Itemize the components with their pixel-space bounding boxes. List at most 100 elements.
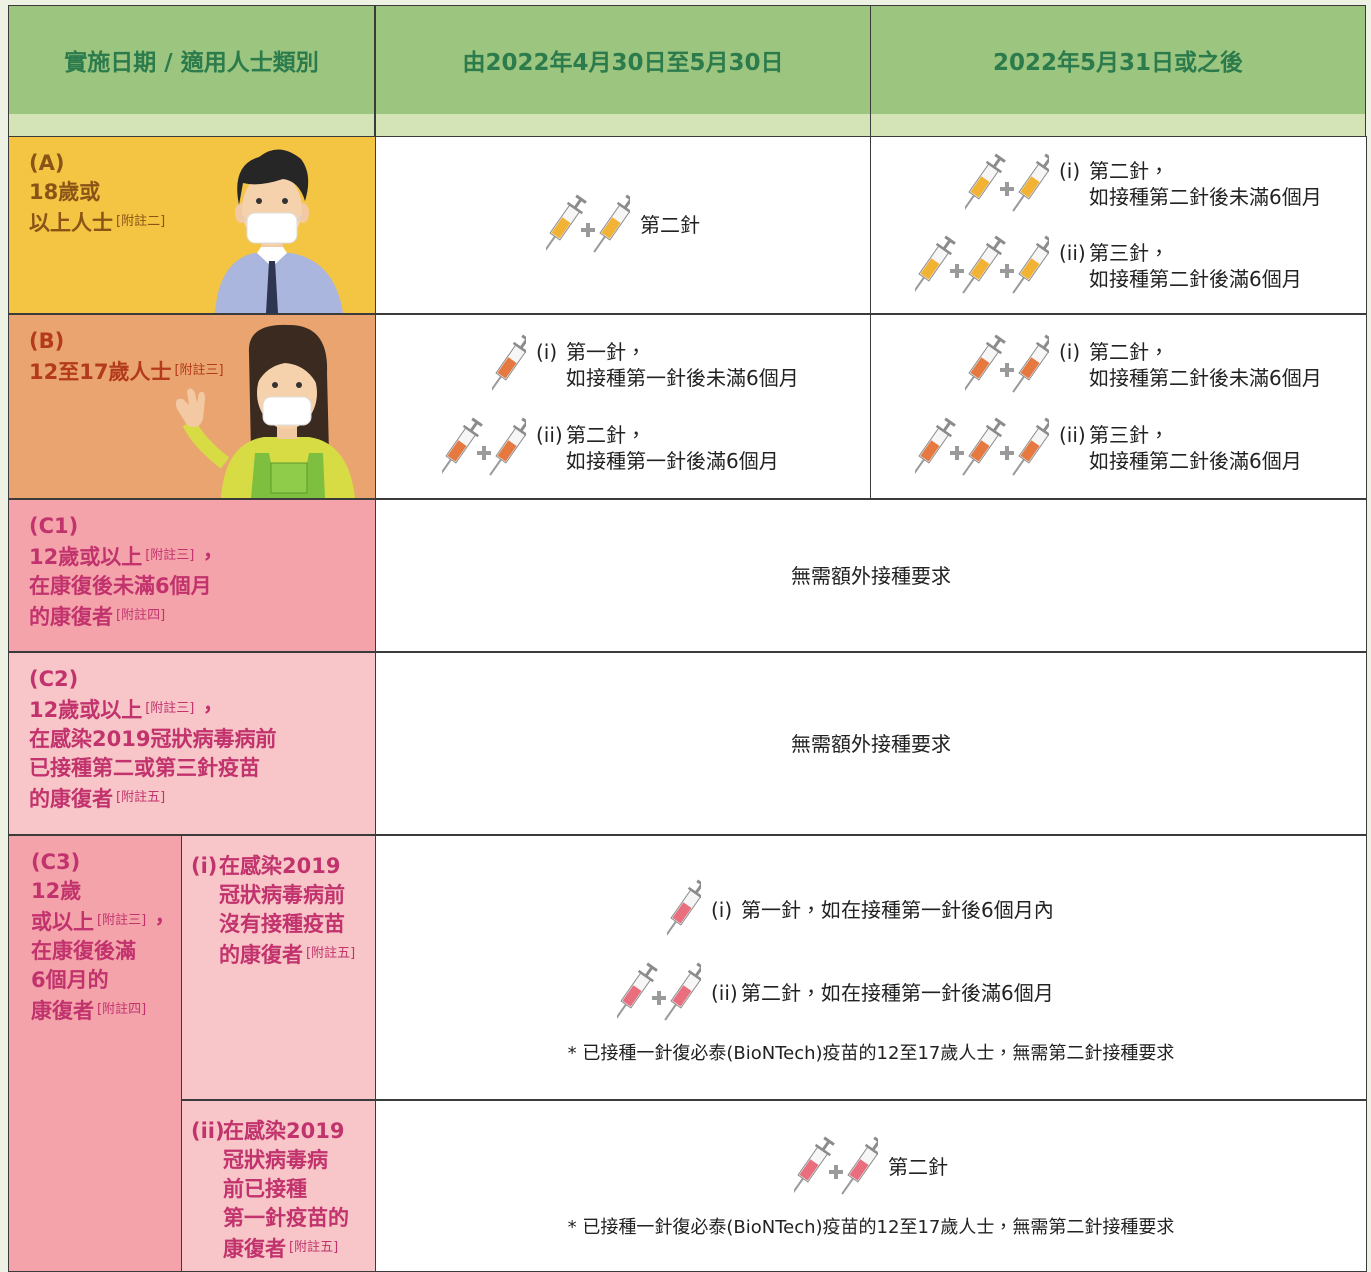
label-text: 在感染2019 (219, 854, 341, 878)
icon-part (920, 440, 940, 462)
icon-part (1035, 161, 1049, 174)
dose-text: (ii) 第二針，如在接種第一針後滿6個月 (711, 980, 1054, 1006)
dose-detail: 如接種第二針後滿6個月 (1089, 449, 1302, 474)
subcategory-cell: (ii) 在感染2019 冠狀病毒病 前已接種 第一針疫苗的 康復者 [附註五] (181, 1100, 376, 1272)
icon-part (965, 195, 975, 212)
dose-detail: 如接種第二針後滿6個月 (1089, 266, 1302, 291)
icon-part (657, 990, 661, 1005)
icon-part (1042, 338, 1049, 349)
label-line: 在康復後未滿6個月 (29, 572, 218, 601)
dose-marker: (ii) (1059, 240, 1086, 265)
label-line: 或以上 [附註三]， (31, 906, 170, 937)
syringe-icon (667, 879, 701, 938)
syringe-icon (915, 235, 1049, 294)
label-text: 12歲或以上 (29, 545, 143, 569)
label-line: (C2) (29, 665, 276, 694)
dose-label: 第二針， (566, 423, 646, 448)
requirement-body: (i) 第二針， 如接種第二針後未滿6個月 (ii) 第三針， 如接種第二針後滿6個月 (871, 315, 1366, 498)
note-ref: [附註四] (116, 608, 166, 623)
label-line: 在康復後滿 (31, 937, 170, 966)
note-ref: [附註五] (306, 946, 356, 961)
icon-box (376, 876, 701, 944)
icon-part (593, 194, 630, 253)
icon-part (672, 902, 692, 924)
icon-part (841, 1177, 854, 1195)
icon-part (492, 375, 502, 393)
icon-part (240, 214, 248, 222)
note-ref: [附註三] (145, 701, 195, 716)
icon-part (237, 149, 309, 205)
icon-part (942, 239, 952, 250)
dose-detail: 如接種第一針後滿6個月 (566, 449, 779, 474)
dose-line: (i) 第二針， (1059, 158, 1322, 184)
icon-part (965, 334, 1006, 393)
icon-part (849, 1159, 869, 1181)
label-text: (C2) (29, 667, 79, 691)
dose-item: (ii) 第三針， 如接種第二針後滿6個月 (871, 232, 1302, 300)
category-cell: (B) 12至17歲人士 [附註三] (8, 314, 376, 499)
category-label: (A) 18歲或 以上人士 [附註二] (29, 149, 168, 238)
dose-line: 第二針 (640, 212, 700, 238)
icon-part (255, 349, 320, 389)
category-label: (C1) 12歲或以上 [附註三]，在康復後未滿6個月 的康復者 [附註四] (29, 512, 218, 632)
header-cell: 由2022年4月30日至5月30日 (375, 5, 871, 137)
label-line: 在感染2019冠狀病毒病前 (29, 725, 276, 754)
icon-part (1035, 242, 1049, 255)
label-line: 12歲或以上 [附註三]， (29, 694, 276, 725)
icon-part (482, 446, 486, 461)
label-text: 第一針疫苗的 (223, 1206, 349, 1230)
syringe-icon (492, 334, 526, 393)
label-line: 的康復者 [附註五] (29, 783, 276, 814)
icon-part (296, 214, 304, 222)
dose-text: (i) 第二針， 如接種第二針後未滿6個月 (1059, 158, 1322, 210)
label-text: 的康復者 (29, 787, 113, 811)
label-line: 的康復者 [附註四] (29, 601, 218, 632)
icon-part (687, 887, 701, 900)
icon-part (512, 341, 526, 354)
icon-part (985, 242, 1002, 255)
header-cell: 2022年5月31日或之後 (870, 5, 1366, 137)
syringe-icon (965, 153, 1049, 212)
label-text: 在康復後滿 (31, 939, 136, 963)
icon-part (1020, 176, 1040, 198)
icon-part (1012, 375, 1025, 393)
note-ref: [附註三] (174, 363, 224, 378)
label-line: 6個月的 (31, 966, 170, 995)
icon-part (1005, 446, 1009, 461)
label-line: 在感染2019 (219, 852, 358, 881)
label-line: (C3) (31, 848, 170, 877)
icon-part (1042, 422, 1049, 432)
dose-label: 第二針 (640, 213, 700, 237)
icon-part (915, 459, 925, 476)
person-illustration (215, 149, 343, 313)
icon-part (962, 276, 975, 294)
icon-part (1044, 417, 1049, 428)
note-ref: [附註三] (145, 548, 195, 563)
footnote: * 已接種一針復必泰(BioNTech)疫苗的12至17歲人士，無需第二針接種要… (567, 1042, 1175, 1064)
note-ref: [附註四] (97, 1002, 147, 1017)
dose-label: 第二針，如在接種第一針後滿6個月 (741, 980, 1054, 1005)
label-text: (C1) (29, 514, 79, 538)
dose-text: (i) 第一針，如在接種第一針後6個月內 (711, 897, 1054, 923)
icon-part (593, 235, 606, 253)
header-text: 由2022年4月30日至5月30日 (462, 50, 784, 76)
label-text: ， (149, 910, 171, 934)
icon-part (521, 417, 526, 428)
requirement-cell: (i) 第一針， 如接種第一針後未滿6個月 (ii) 第二針， 如接種第一針後滿6個月 (375, 314, 871, 499)
icon-part (519, 422, 526, 432)
icon-part (497, 356, 517, 379)
icon-part (871, 1140, 878, 1151)
icon-part (942, 422, 952, 432)
requirement-cell: (i) 第二針， 如接種第二針後未滿6個月 (ii) 第三針， 如接種第二針後滿6個月 (870, 314, 1367, 499)
icon-part (794, 1177, 804, 1195)
requirement-body: (i) 第一針，如在接種第一針後6個月內 (ii) 第二針，如在接種第一針後滿6個月 *… (376, 836, 1366, 1099)
icon-part (992, 239, 1002, 250)
icon-part (442, 417, 483, 476)
syringe-icon (915, 417, 1049, 476)
dose-item: (i) 第二針， 如接種第二針後未滿6個月 (871, 331, 1322, 399)
dose-detail: 如接種第二針後未滿6個月 (1089, 365, 1322, 390)
note-ref: [附註二] (116, 214, 166, 229)
label-line: 康復者 [附註五] (223, 1233, 349, 1264)
icon-part (462, 425, 479, 438)
